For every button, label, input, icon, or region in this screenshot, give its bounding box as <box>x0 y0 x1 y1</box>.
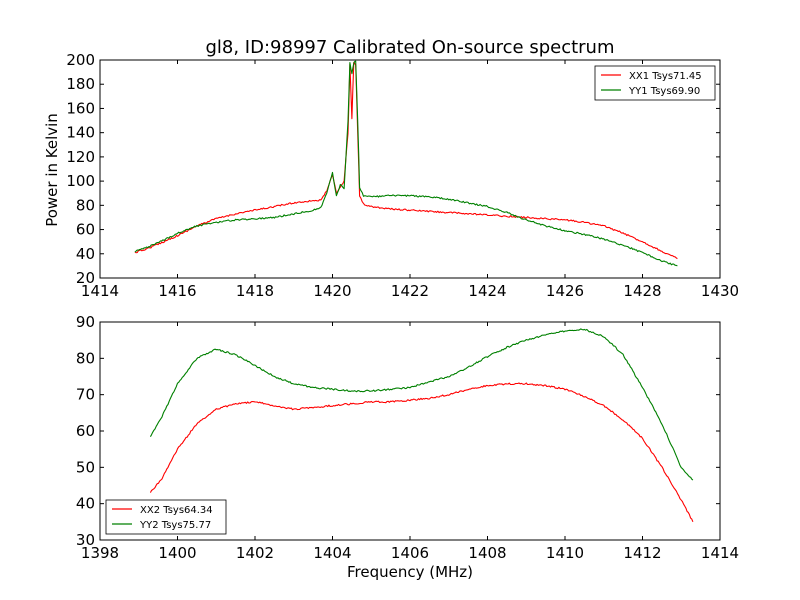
x-tick-label: 1420 <box>313 282 351 300</box>
series-line-2 <box>149 328 694 481</box>
y-tick-label: 50 <box>76 458 95 476</box>
top-panel: gl8, ID:98997 Calibrated On-source spect… <box>43 37 739 300</box>
x-tick-label: 1418 <box>236 282 274 300</box>
x-tick-label: 1402 <box>236 544 274 562</box>
x-tick-label: 1430 <box>701 282 739 300</box>
bottom-panel: Frequency (MHz) 1398 1400 1402 1404 1406 1408… <box>76 313 739 581</box>
legend-box <box>105 499 227 535</box>
series-line-1 <box>149 382 694 523</box>
legend-label: YY2 Tsys75.77 <box>139 520 211 531</box>
y-tick-label: 20 <box>76 269 95 287</box>
x-tick-label: 1404 <box>313 544 351 562</box>
y-tick-label: 180 <box>66 75 95 93</box>
x-tick-label: 1400 <box>158 544 196 562</box>
y-tick-label: 200 <box>66 51 95 69</box>
y-tick-label: 90 <box>76 313 95 331</box>
legend-box <box>594 65 716 101</box>
x-tick-label: 1424 <box>468 282 506 300</box>
x-tick-label: 1414 <box>701 544 739 562</box>
x-tick-label: 1412 <box>623 544 661 562</box>
x-tick-label: 1398 <box>81 544 119 562</box>
y-tick-label: 120 <box>66 148 95 166</box>
legend-label: XX1 Tsys71.45 <box>629 71 702 82</box>
y-tick-label: 100 <box>66 172 95 190</box>
y-tick-label: 80 <box>76 349 95 367</box>
series-line-1 <box>134 61 678 260</box>
x-tick-label: 1428 <box>623 282 661 300</box>
x-tick-label: 1426 <box>546 282 584 300</box>
x-tick-label: 1414 <box>81 282 119 300</box>
legend-label: YY1 Tsys69.90 <box>628 86 700 97</box>
y-tick-label: 40 <box>76 495 95 513</box>
legend-label: XX2 Tsys64.34 <box>140 505 213 516</box>
y-tick-label: 40 <box>76 245 95 263</box>
y-tick-label: 140 <box>66 124 95 142</box>
y-tick-label: 30 <box>76 531 95 549</box>
chart-title: gl8, ID:98997 Calibrated On-source spect… <box>205 37 614 58</box>
y-tick-label: 60 <box>76 422 95 440</box>
y-axis-label: Power in Kelvin <box>43 113 61 227</box>
x-tick-label: 1410 <box>546 544 584 562</box>
y-tick-label: 80 <box>76 196 95 214</box>
x-tick-label: 1406 <box>391 544 429 562</box>
x-tick-label: 1408 <box>468 544 506 562</box>
y-tick-label: 60 <box>76 221 95 239</box>
series-line-2 <box>134 60 678 267</box>
x-tick-label: 1416 <box>158 282 196 300</box>
x-axis-label: Frequency (MHz) <box>347 563 473 581</box>
y-tick-label: 70 <box>76 386 95 404</box>
x-tick-label: 1422 <box>391 282 429 300</box>
y-tick-label: 160 <box>66 99 95 117</box>
